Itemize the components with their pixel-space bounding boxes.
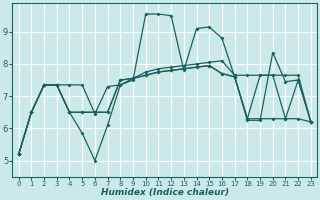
X-axis label: Humidex (Indice chaleur): Humidex (Indice chaleur): [101, 188, 229, 197]
